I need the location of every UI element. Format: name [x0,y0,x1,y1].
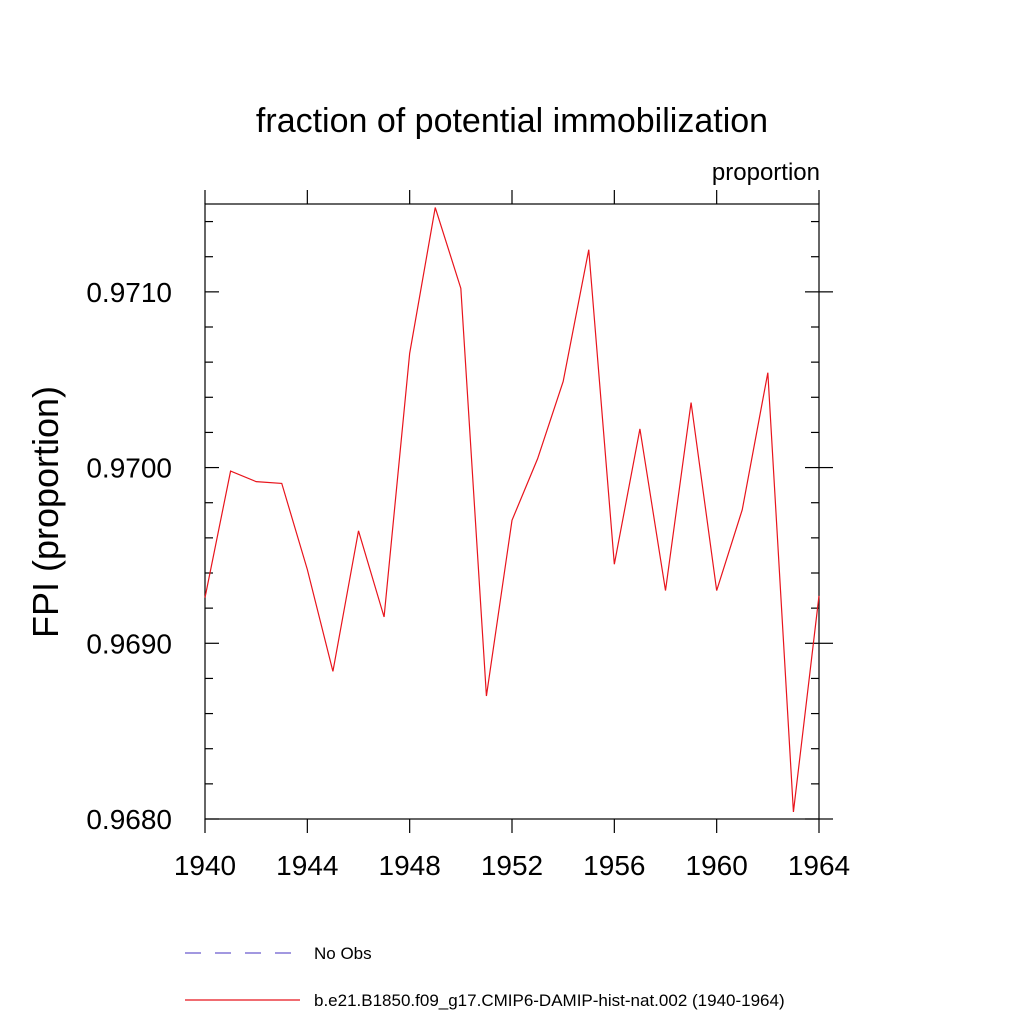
legend-label-model: b.e21.B1850.f09_g17.CMIP6-DAMIP-hist-nat… [314,991,785,1010]
axis-tick-labels: 1940 1944 1948 1952 1956 1960 1964 0.9680 0.9690… [86,277,850,881]
legend: No Obs b.e21.B1850.f09_g17.CMIP6-DAMIP-h… [185,944,785,1010]
x-tick-label: 1940 [174,850,236,881]
x-tick-label: 1952 [481,850,543,881]
legend-label-no-obs: No Obs [314,944,372,963]
y-tick-label: 0.9680 [86,804,172,835]
x-tick-label: 1948 [379,850,441,881]
x-tick-label: 1944 [276,850,338,881]
chart-title: fraction of potential immobilization [256,102,768,140]
y-axis-label: FPI (proportion) [25,386,66,638]
y-tick-label: 0.9690 [86,628,172,659]
y-tick-label: 0.9700 [86,453,172,484]
series-line [204,207,820,813]
y-tick-label: 0.9710 [86,277,172,308]
x-tick-label: 1964 [788,850,850,881]
plot-frame [204,203,820,820]
axis-ticks [204,190,833,833]
x-tick-label: 1960 [686,850,748,881]
series-layer [204,207,820,813]
x-tick-label: 1956 [583,850,645,881]
units-label: proportion [712,159,820,186]
